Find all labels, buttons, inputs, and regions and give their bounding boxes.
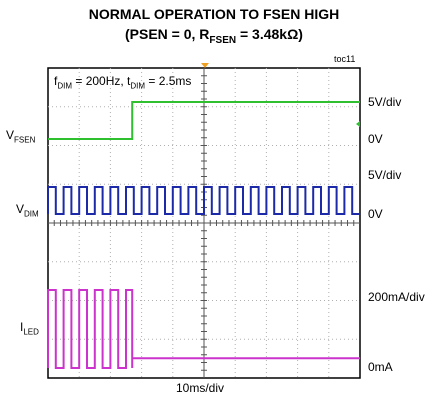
level-marker bbox=[356, 121, 360, 127]
iled-label: ILED bbox=[20, 320, 39, 337]
iled-scale-label: 200mA/div bbox=[368, 290, 425, 304]
figure-id: toc11 bbox=[334, 54, 356, 64]
vdim-scale-label: 5V/div bbox=[368, 168, 402, 182]
x-axis-label: 10ms/div bbox=[176, 381, 225, 395]
chart-title-line2: (PSEN = 0, RFSEN = 3.48kΩ) bbox=[125, 26, 303, 46]
vdim-label: VDIM bbox=[16, 202, 39, 219]
timing-annotation: fDIM = 200Hz, tDIM = 2.5ms bbox=[54, 74, 192, 91]
vfsen-label: VFSEN bbox=[6, 128, 36, 145]
trigger-marker bbox=[201, 63, 209, 68]
series-v-dim-trace bbox=[47, 186, 360, 215]
iled-zero-label: 0mA bbox=[368, 360, 393, 374]
chart-title-line1: NORMAL OPERATION TO FSEN HIGH bbox=[88, 6, 340, 22]
vfsen-zero-label: 0V bbox=[368, 132, 383, 146]
vdim-zero-label: 0V bbox=[368, 207, 383, 221]
series-i-led-trace bbox=[47, 289, 360, 369]
series-v-fsen-trace bbox=[48, 101, 360, 140]
plot-grid bbox=[48, 68, 360, 378]
vfsen-scale-label: 5V/div bbox=[368, 95, 402, 109]
waveforms bbox=[47, 101, 360, 369]
